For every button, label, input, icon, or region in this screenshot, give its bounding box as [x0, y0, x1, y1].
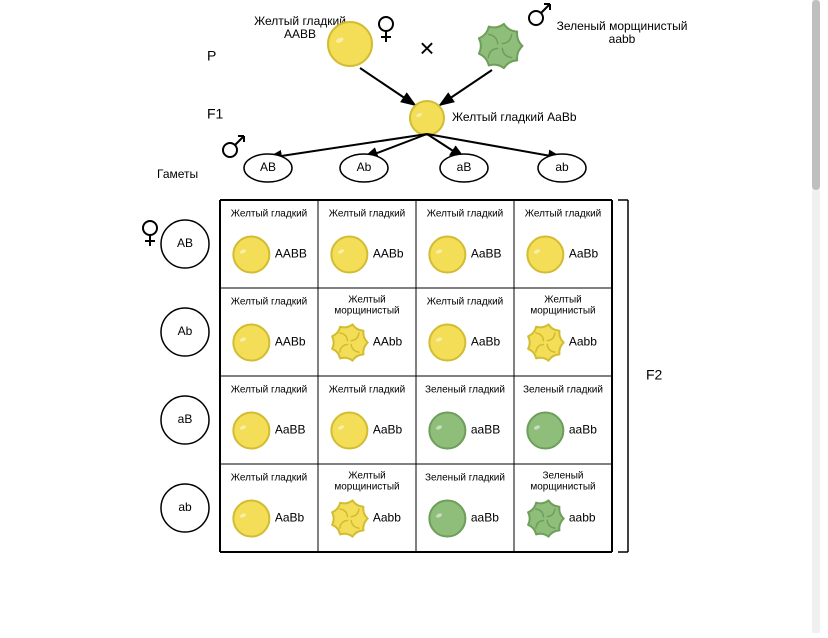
svg-text:Желтый: Желтый: [544, 295, 582, 306]
svg-text:ab: ab: [555, 160, 569, 174]
svg-text:Желтый гладкий: Желтый гладкий: [231, 297, 308, 308]
svg-text:AB: AB: [260, 160, 276, 174]
genotype-0-3: AaBb: [569, 247, 599, 261]
male-symbol: [529, 4, 550, 25]
svg-text:Ab: Ab: [357, 160, 372, 174]
genotype-2-2: aaBB: [471, 423, 500, 437]
pea-smooth-green: [429, 413, 465, 449]
svg-text:Ab: Ab: [178, 324, 193, 338]
genotype-1-0: AABb: [275, 335, 306, 349]
svg-text:aabb: aabb: [609, 32, 636, 46]
genotype-3-0: AaBb: [275, 511, 305, 525]
pea-wrinkled-yellow: [332, 500, 368, 536]
svg-text:Желтый гладкий: Желтый гладкий: [254, 14, 346, 28]
pea-smooth-yellow: [429, 325, 465, 361]
female-symbol: [379, 17, 393, 42]
arrow: [268, 134, 427, 158]
svg-text:морщинистый: морщинистый: [530, 306, 595, 317]
genotype-1-1: AAbb: [373, 335, 403, 349]
svg-text:морщинистый: морщинистый: [334, 306, 399, 317]
pea-smooth-yellow: [233, 501, 269, 537]
pea-wrinkled-green: [528, 500, 564, 536]
pea-smooth-yellow: [233, 325, 269, 361]
svg-text:Желтый гладкий: Желтый гладкий: [427, 297, 504, 308]
svg-text:Желтый гладкий: Желтый гладкий: [525, 209, 602, 220]
label-F1: F1: [207, 106, 224, 122]
pea-smooth-yellow: [429, 237, 465, 273]
pea-wrinkled-green: [479, 24, 523, 68]
genotype-1-3: Aabb: [569, 335, 597, 349]
genotype-3-1: Aabb: [373, 511, 401, 525]
svg-text:Зеленый: Зеленый: [543, 471, 584, 482]
pea-wrinkled-yellow: [528, 324, 564, 360]
svg-text:aB: aB: [178, 412, 193, 426]
label-gametes: Гаметы: [157, 167, 198, 181]
f1-genotype: Желтый гладкий AaBb: [452, 110, 577, 124]
label-F2: F2: [646, 367, 663, 383]
svg-text:морщинистый: морщинистый: [334, 482, 399, 493]
cross-symbol: ×: [419, 33, 434, 63]
page: PЖелтый гладкийAABB×Зеленый морщинистыйa…: [0, 0, 828, 633]
scrollbar-thumb[interactable]: [812, 0, 820, 190]
svg-text:Желтый гладкий: Желтый гладкий: [329, 385, 406, 396]
pea-smooth-yellow: [331, 237, 367, 273]
svg-text:морщинистый: морщинистый: [530, 482, 595, 493]
genotype-0-2: AaBB: [471, 247, 502, 261]
svg-text:aB: aB: [457, 160, 472, 174]
svg-text:Зеленый морщинистый: Зеленый морщинистый: [557, 19, 688, 33]
label-P: P: [207, 48, 216, 64]
pea-smooth-yellow: [328, 22, 372, 66]
pea-smooth-yellow: [410, 101, 444, 135]
svg-text:Желтый: Желтый: [348, 471, 386, 482]
pea-smooth-yellow: [233, 413, 269, 449]
pea-smooth-yellow: [331, 413, 367, 449]
genotype-2-0: AaBB: [275, 423, 306, 437]
pea-smooth-yellow: [527, 237, 563, 273]
svg-text:Желтый: Желтый: [348, 295, 386, 306]
svg-text:Желтый гладкий: Желтый гладкий: [231, 209, 308, 220]
genotype-3-2: aaBb: [471, 511, 499, 525]
genotype-3-3: aabb: [569, 511, 596, 525]
svg-text:Зеленый гладкий: Зеленый гладкий: [425, 385, 505, 396]
genotype-2-3: aaBb: [569, 423, 597, 437]
pea-wrinkled-yellow: [332, 324, 368, 360]
svg-text:ab: ab: [178, 500, 192, 514]
svg-text:AABB: AABB: [284, 27, 316, 41]
genetics-diagram: PЖелтый гладкийAABB×Зеленый морщинистыйa…: [0, 0, 810, 633]
female-symbol: [143, 221, 157, 246]
svg-text:Зеленый гладкий: Зеленый гладкий: [425, 473, 505, 484]
scrollbar-track[interactable]: [812, 0, 820, 633]
arrow: [360, 68, 415, 105]
pea-smooth-green: [527, 413, 563, 449]
svg-text:Зеленый гладкий: Зеленый гладкий: [523, 385, 603, 396]
male-symbol: [223, 136, 244, 157]
genotype-1-2: AaBb: [471, 335, 501, 349]
genotype-2-1: AaBb: [373, 423, 403, 437]
pea-smooth-yellow: [233, 237, 269, 273]
f2-bracket: [618, 200, 628, 552]
svg-text:Желтый гладкий: Желтый гладкий: [329, 209, 406, 220]
genotype-0-0: AABB: [275, 247, 307, 261]
svg-text:AB: AB: [177, 236, 193, 250]
genotype-0-1: AABb: [373, 247, 404, 261]
svg-text:Желтый гладкий: Желтый гладкий: [231, 473, 308, 484]
pea-smooth-green: [429, 501, 465, 537]
arrow: [440, 70, 492, 105]
svg-text:Желтый гладкий: Желтый гладкий: [427, 209, 504, 220]
svg-text:Желтый гладкий: Желтый гладкий: [231, 385, 308, 396]
